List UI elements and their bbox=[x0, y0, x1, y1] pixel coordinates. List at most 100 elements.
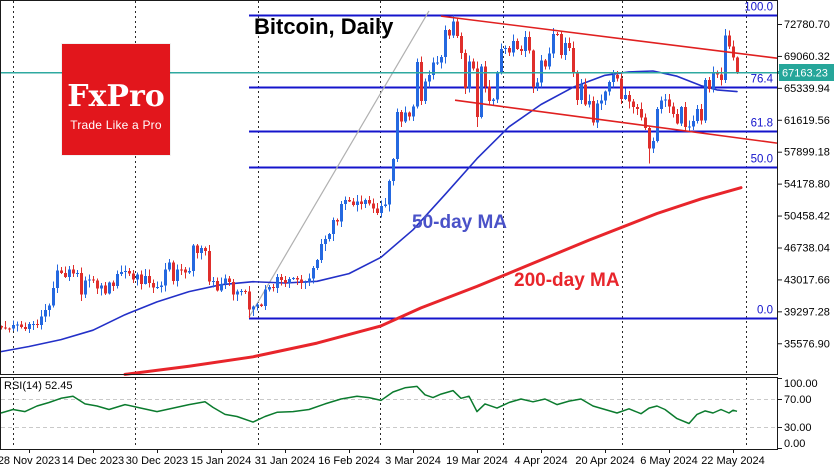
date-axis[interactable]: 28 Nov 2023 14 Dec 2023 30 Dec 2023 15 Jan … bbox=[0, 449, 765, 467]
candle[interactable] bbox=[276, 276, 279, 288]
candle[interactable] bbox=[248, 291, 251, 310]
candle[interactable] bbox=[128, 270, 131, 274]
wedge-lower-red[interactable] bbox=[454, 99, 778, 144]
candle[interactable] bbox=[568, 42, 571, 48]
candle[interactable] bbox=[604, 91, 607, 101]
candle[interactable] bbox=[264, 289, 267, 306]
candle[interactable] bbox=[144, 275, 147, 284]
candle[interactable] bbox=[212, 280, 215, 282]
candle[interactable] bbox=[548, 53, 551, 67]
candle[interactable] bbox=[300, 279, 303, 284]
candle[interactable] bbox=[204, 248, 207, 251]
candle[interactable] bbox=[384, 204, 387, 207]
candle[interactable] bbox=[612, 74, 615, 83]
candle[interactable] bbox=[184, 269, 187, 273]
candle[interactable] bbox=[420, 62, 423, 102]
candle[interactable] bbox=[280, 276, 283, 280]
candle[interactable] bbox=[172, 262, 175, 281]
candle[interactable] bbox=[660, 100, 663, 109]
candle[interactable] bbox=[260, 304, 263, 306]
candle[interactable] bbox=[620, 78, 623, 100]
candle[interactable] bbox=[640, 108, 643, 118]
candle[interactable] bbox=[504, 47, 507, 49]
candle[interactable] bbox=[668, 99, 671, 107]
candle[interactable] bbox=[380, 206, 383, 214]
candle[interactable] bbox=[464, 53, 467, 89]
candle[interactable] bbox=[324, 238, 327, 245]
candle[interactable] bbox=[228, 278, 231, 282]
candle[interactable] bbox=[664, 99, 667, 101]
candle[interactable] bbox=[492, 99, 495, 102]
candle[interactable] bbox=[308, 278, 311, 283]
candle[interactable] bbox=[572, 47, 575, 72]
candle[interactable] bbox=[696, 108, 699, 121]
candle[interactable] bbox=[40, 316, 43, 325]
candle[interactable] bbox=[152, 282, 155, 288]
candle[interactable] bbox=[28, 324, 31, 329]
candle[interactable] bbox=[628, 94, 631, 102]
candle[interactable] bbox=[124, 270, 127, 273]
ma-50-line[interactable] bbox=[0, 70, 738, 353]
candle[interactable] bbox=[716, 73, 719, 75]
candle[interactable] bbox=[44, 310, 47, 317]
candle[interactable] bbox=[692, 120, 695, 127]
candle[interactable] bbox=[156, 286, 159, 288]
candle[interactable] bbox=[360, 201, 363, 205]
candle[interactable] bbox=[580, 84, 583, 101]
candle[interactable] bbox=[496, 71, 499, 100]
candle[interactable] bbox=[372, 203, 375, 209]
candle[interactable] bbox=[284, 279, 287, 284]
candle[interactable] bbox=[632, 101, 635, 107]
candle[interactable] bbox=[576, 71, 579, 101]
candle[interactable] bbox=[12, 324, 15, 329]
candle[interactable] bbox=[432, 62, 435, 75]
fibonacci-retracement-lines[interactable]: 100.0 76.4 61.8 50.0 0.0 bbox=[249, 2, 777, 320]
candle[interactable] bbox=[556, 33, 559, 35]
candle[interactable] bbox=[452, 21, 455, 36]
candle[interactable] bbox=[196, 245, 199, 253]
candle[interactable] bbox=[100, 285, 103, 289]
candle[interactable] bbox=[364, 200, 367, 205]
candle[interactable] bbox=[164, 269, 167, 286]
candle[interactable] bbox=[348, 200, 351, 202]
candle[interactable] bbox=[80, 272, 83, 295]
candle[interactable] bbox=[32, 323, 35, 325]
candle[interactable] bbox=[476, 68, 479, 118]
candle[interactable] bbox=[736, 57, 739, 73]
candle[interactable] bbox=[684, 107, 687, 127]
candle[interactable] bbox=[396, 112, 399, 160]
candle[interactable] bbox=[520, 48, 523, 51]
rsi-line[interactable] bbox=[0, 385, 738, 425]
candle[interactable] bbox=[188, 271, 191, 273]
candle[interactable] bbox=[456, 21, 459, 36]
candle[interactable] bbox=[356, 201, 359, 206]
candle[interactable] bbox=[24, 327, 27, 329]
candle[interactable] bbox=[536, 82, 539, 87]
candle[interactable] bbox=[712, 73, 715, 89]
candle[interactable] bbox=[680, 107, 683, 124]
candle[interactable] bbox=[596, 103, 599, 123]
candle[interactable] bbox=[352, 201, 355, 206]
candle[interactable] bbox=[512, 41, 515, 53]
candle[interactable] bbox=[84, 280, 87, 295]
candle[interactable] bbox=[652, 141, 655, 149]
wedge-upper-red[interactable] bbox=[440, 15, 778, 59]
candle[interactable] bbox=[312, 268, 315, 279]
candle[interactable] bbox=[540, 60, 543, 83]
candle[interactable] bbox=[728, 35, 731, 47]
candle[interactable] bbox=[592, 100, 595, 123]
candle[interactable] bbox=[316, 259, 319, 269]
candle[interactable] bbox=[304, 282, 307, 284]
candle[interactable] bbox=[88, 279, 91, 281]
candle[interactable] bbox=[180, 269, 183, 271]
candle[interactable] bbox=[120, 272, 123, 274]
candle[interactable] bbox=[96, 280, 99, 289]
candle[interactable] bbox=[140, 274, 143, 284]
candle[interactable] bbox=[20, 324, 23, 328]
candle[interactable] bbox=[16, 324, 19, 326]
candle[interactable] bbox=[56, 270, 59, 289]
candle[interactable] bbox=[404, 112, 407, 122]
candle[interactable] bbox=[720, 74, 723, 80]
candle[interactable] bbox=[648, 128, 651, 149]
